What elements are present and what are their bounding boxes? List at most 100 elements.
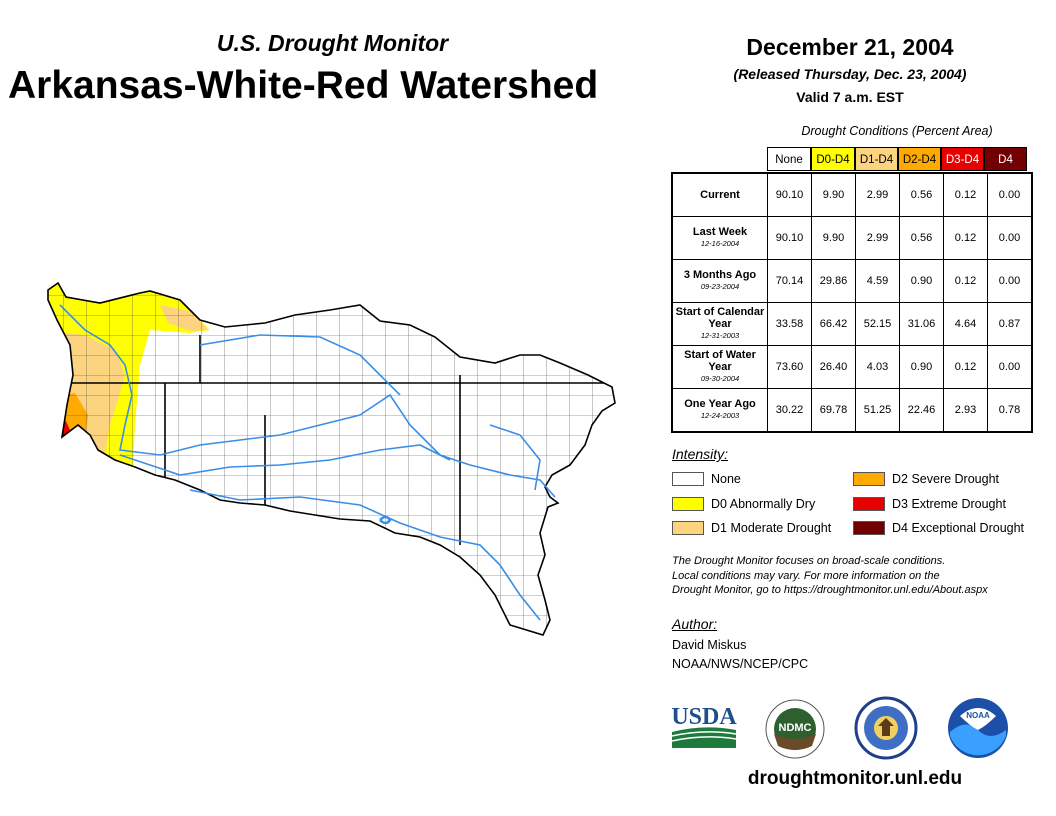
watershed-map xyxy=(47,281,616,636)
table-row: One Year Ago 12-24-2003 30.22 69.78 51.25… xyxy=(671,388,1033,433)
legend-label-d2: D2 Severe Drought xyxy=(892,472,1000,486)
cell-d0-d4: 9.90 xyxy=(811,216,856,260)
monitor-title: U.S. Drought Monitor xyxy=(216,30,449,56)
arkansas-river xyxy=(59,304,556,498)
row-date: 12-31-2003 xyxy=(700,331,740,340)
row-label-text: Current xyxy=(700,189,740,201)
legend-swatch-none xyxy=(672,472,704,486)
row-label: Current xyxy=(671,172,768,217)
legend-label-d1: D1 Moderate Drought xyxy=(711,521,832,535)
release-date: (Released Thursday, Dec. 23, 2004) xyxy=(733,66,967,82)
legend-label-d3: D3 Extreme Drought xyxy=(892,497,1006,511)
cell-d1-d4: 52.15 xyxy=(855,302,900,346)
author-name: David Miskus xyxy=(672,638,747,652)
cell-d2-d4: 22.46 xyxy=(899,388,944,433)
valid-time: Valid 7 a.m. EST xyxy=(796,89,904,105)
legend-swatch-d4 xyxy=(853,521,885,535)
cell-d1-d4: 51.25 xyxy=(855,388,900,433)
disclaimer-line: Local conditions may vary. For more info… xyxy=(672,569,940,582)
legend-swatch-d1 xyxy=(672,521,704,535)
legend-swatch-d3 xyxy=(853,497,885,511)
noaa-logo: NOAA xyxy=(948,698,1008,758)
row-label: Last Week 12-16-2004 xyxy=(671,216,768,260)
row-label-text: One Year Ago xyxy=(684,398,756,410)
disclaimer-line: Drought Monitor, go to https://droughtmo… xyxy=(672,584,988,596)
legend-title: Intensity: xyxy=(672,446,729,462)
row-date: 09-30-2004 xyxy=(700,374,740,383)
cell-d3-d4: 0.12 xyxy=(943,345,988,389)
cell-d1-d4: 4.59 xyxy=(855,259,900,303)
row-label-text: 3 Months Ago xyxy=(683,269,757,281)
row-label-text: Last Week xyxy=(692,226,748,238)
river-layer xyxy=(59,304,556,621)
row-date: 12-16-2004 xyxy=(700,239,740,248)
col-header-d1-d4: D1-D4 xyxy=(855,147,898,171)
cell-d1-d4: 2.99 xyxy=(855,172,900,217)
row-label-text: Start of Water Year xyxy=(684,349,756,373)
white-river xyxy=(489,424,541,491)
cell-d4: 0.00 xyxy=(987,172,1033,217)
table-row: Start of Water Year 09-30-2004 73.60 26.4… xyxy=(671,345,1033,389)
cell-d1-d4: 2.99 xyxy=(855,216,900,260)
red-river xyxy=(189,489,541,621)
usda-logo: USDA xyxy=(671,704,737,748)
watershed-outline xyxy=(47,281,616,636)
row-date: 12-24-2003 xyxy=(700,411,740,420)
cell-none: 33.58 xyxy=(767,302,812,346)
cell-none: 70.14 xyxy=(767,259,812,303)
cell-d4: 0.00 xyxy=(987,259,1033,303)
cell-d0-d4: 29.86 xyxy=(811,259,856,303)
legend-swatch-d0 xyxy=(672,497,704,511)
row-label-text: Start of Calendar Year xyxy=(675,306,765,330)
cell-d3-d4: 4.64 xyxy=(943,302,988,346)
col-header-d0-d4: D0-D4 xyxy=(811,147,855,171)
cell-d2-d4: 0.56 xyxy=(899,172,944,217)
row-label: Start of Calendar Year 12-31-2003 xyxy=(671,302,768,346)
cell-d3-d4: 0.12 xyxy=(943,259,988,303)
north-canadian-river xyxy=(199,334,401,396)
cell-d2-d4: 0.56 xyxy=(899,216,944,260)
drought-stats-table: Current 90.10 9.90 2.99 0.56 0.12 0.00 L… xyxy=(671,172,1033,433)
cell-d0-d4: 66.42 xyxy=(811,302,856,346)
canadian-river xyxy=(119,444,451,476)
cell-d4: 0.87 xyxy=(987,302,1033,346)
cell-d3-d4: 0.12 xyxy=(943,172,988,217)
disclaimer-line: The Drought Monitor focuses on broad-sca… xyxy=(672,555,946,567)
cell-d0-d4: 69.78 xyxy=(811,388,856,433)
col-header-d3-d4: D3-D4 xyxy=(941,147,984,171)
cell-d1-d4: 4.03 xyxy=(855,345,900,389)
author-org: NOAA/NWS/NCEP/CPC xyxy=(672,657,809,671)
noaa-logo-text: NOAA xyxy=(966,711,990,720)
legend-label-none: None xyxy=(711,472,741,486)
cell-d4: 0.00 xyxy=(987,345,1033,389)
ndmc-logo-text: NDMC xyxy=(779,722,812,734)
legend-label-d0: D0 Abnormally Dry xyxy=(711,497,816,511)
usda-logo-text: USDA xyxy=(671,704,737,730)
cell-d3-d4: 0.12 xyxy=(943,216,988,260)
legend-label-d4: D4 Exceptional Drought xyxy=(892,521,1025,535)
cell-none: 90.10 xyxy=(767,172,812,217)
col-header-d4: D4 xyxy=(984,147,1027,171)
lake-texoma xyxy=(379,515,392,525)
table-row: 3 Months Ago 09-23-2004 70.14 29.86 4.59 … xyxy=(671,259,1033,303)
row-label: One Year Ago 12-24-2003 xyxy=(671,388,768,433)
disclaimer: The Drought Monitor focuses on broad-sca… xyxy=(672,554,1042,598)
table-row: Current 90.10 9.90 2.99 0.56 0.12 0.00 xyxy=(671,172,1033,217)
table-row: Start of Calendar Year 12-31-2003 33.58 6… xyxy=(671,302,1033,346)
row-date: 09-23-2004 xyxy=(700,282,740,291)
table-row: Last Week 12-16-2004 90.10 9.90 2.99 0.56… xyxy=(671,216,1033,260)
row-label: Start of Water Year 09-30-2004 xyxy=(671,345,768,389)
cell-d2-d4: 31.06 xyxy=(899,302,944,346)
cell-d4: 0.78 xyxy=(987,388,1033,433)
website-link[interactable]: droughtmonitor.unl.edu xyxy=(747,768,963,789)
cell-none: 73.60 xyxy=(767,345,812,389)
row-label: 3 Months Ago 09-23-2004 xyxy=(671,259,768,303)
page-title: Arkansas-White-Red Watershed xyxy=(8,64,599,107)
cell-none: 90.10 xyxy=(767,216,812,260)
col-header-d2-d4: D2-D4 xyxy=(898,147,941,171)
commerce-seal-logo xyxy=(854,696,918,760)
author-title: Author: xyxy=(672,616,718,632)
cell-d0-d4: 9.90 xyxy=(811,172,856,217)
cell-d3-d4: 2.93 xyxy=(943,388,988,433)
cell-none: 30.22 xyxy=(767,388,812,433)
